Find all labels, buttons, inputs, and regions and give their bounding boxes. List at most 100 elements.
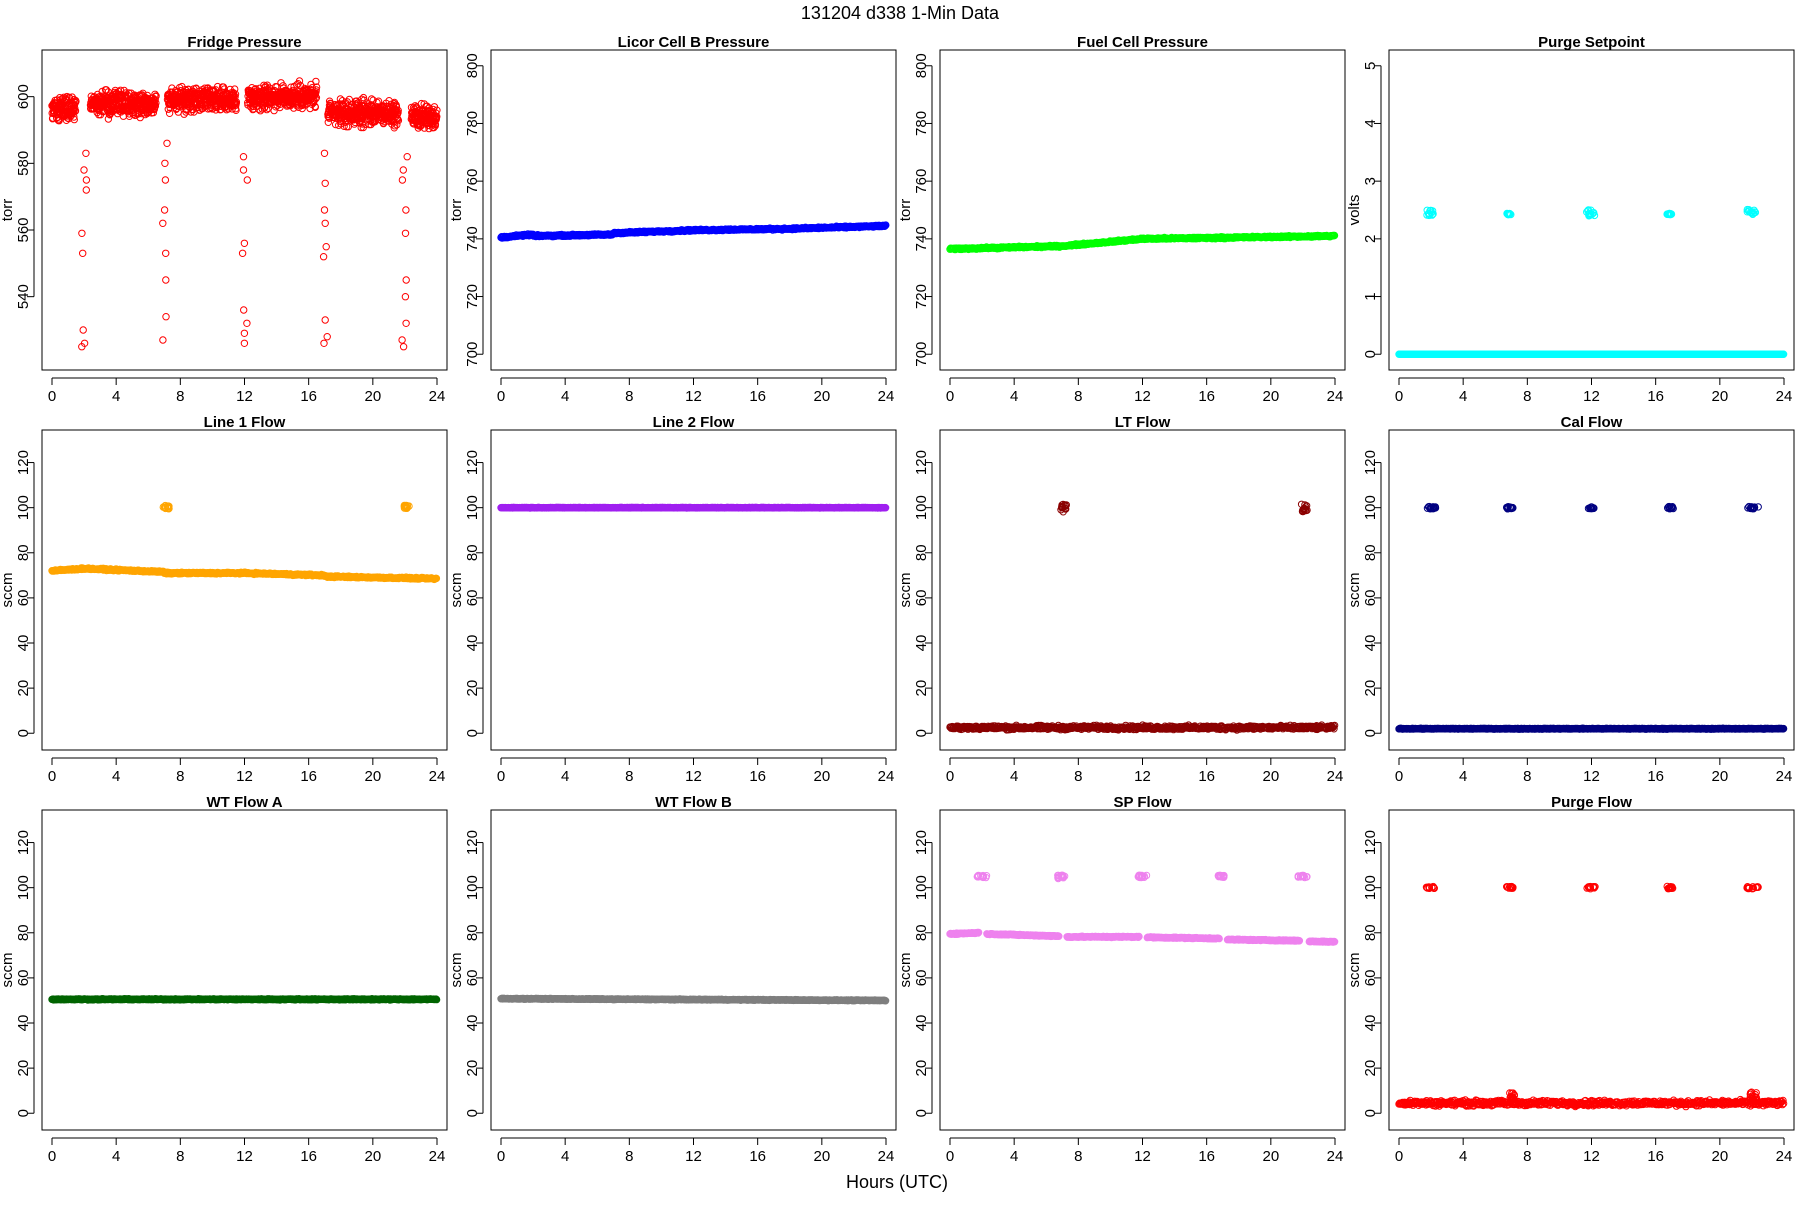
x-tick-label: 20 xyxy=(1711,388,1728,405)
y-tick-label: 100 xyxy=(464,495,481,520)
y-tick-label: 700 xyxy=(464,342,481,367)
plot-frame xyxy=(940,50,1345,370)
data-series xyxy=(49,78,440,350)
y-tick-label: 560 xyxy=(15,217,32,242)
data-point xyxy=(241,307,247,313)
chart-title: Line 2 Flow xyxy=(653,414,735,431)
y-tick-label: 0 xyxy=(464,729,481,737)
x-tick-label: 4 xyxy=(1010,388,1018,405)
x-tick-label: 8 xyxy=(625,768,633,785)
data-series xyxy=(1396,206,1787,357)
x-tick-label: 12 xyxy=(236,388,253,405)
x-tick-label: 16 xyxy=(300,768,317,785)
data-point xyxy=(324,334,330,340)
data-point xyxy=(400,167,406,173)
x-tick-label: 8 xyxy=(176,768,184,785)
data-point xyxy=(81,167,87,173)
y-axis-label: sccm xyxy=(448,573,465,608)
y-tick-label: 760 xyxy=(913,169,930,194)
data-point xyxy=(323,244,329,250)
x-tick-label: 8 xyxy=(1074,388,1082,405)
chart-title: Fuel Cell Pressure xyxy=(1077,34,1208,51)
data-point xyxy=(240,167,246,173)
y-tick-label: 80 xyxy=(464,544,481,561)
y-tick-label: 1 xyxy=(1362,292,1379,300)
y-axis-label: torr xyxy=(448,199,465,222)
data-point xyxy=(162,160,168,166)
x-tick-label: 20 xyxy=(813,388,830,405)
y-tick-label: 5 xyxy=(1362,62,1379,70)
data-point xyxy=(80,327,86,333)
data-point xyxy=(400,344,406,350)
x-tick-label: 4 xyxy=(1459,388,1467,405)
y-tick-label: 800 xyxy=(464,53,481,78)
data-point xyxy=(163,314,169,320)
y-tick-label: 740 xyxy=(464,226,481,251)
x-tick-label: 0 xyxy=(1395,388,1403,405)
x-tick-label: 24 xyxy=(429,388,446,405)
data-point xyxy=(240,154,246,160)
y-tick-label: 0 xyxy=(15,729,32,737)
x-tick-label: 12 xyxy=(685,768,702,785)
y-tick-label: 120 xyxy=(15,450,32,475)
data-point xyxy=(244,320,250,326)
y-tick-label: 760 xyxy=(464,169,481,194)
x-tick-label: 20 xyxy=(1262,388,1279,405)
y-tick-label: 700 xyxy=(913,342,930,367)
x-tick-label: 24 xyxy=(878,388,895,405)
data-series xyxy=(498,504,889,511)
y-tick-label: 600 xyxy=(15,84,32,109)
x-tick-label: 12 xyxy=(1134,388,1151,405)
data-point xyxy=(163,277,169,283)
data-point xyxy=(83,187,89,193)
y-axis-label: torr xyxy=(897,199,914,222)
x-tick-label: 24 xyxy=(429,768,446,785)
figure-title: 131204 d338 1-Min Data xyxy=(801,3,1000,23)
y-tick-label: 540 xyxy=(15,284,32,309)
data-point xyxy=(402,294,408,300)
data-point xyxy=(399,177,405,183)
x-tick-label: 16 xyxy=(1198,388,1215,405)
x-tick-label: 24 xyxy=(878,768,895,785)
x-tick-label: 4 xyxy=(112,388,120,405)
y-tick-label: 60 xyxy=(15,590,32,607)
y-tick-label: 740 xyxy=(913,226,930,251)
plot-frame xyxy=(491,430,896,750)
data-series xyxy=(498,222,889,241)
x-tick-label: 0 xyxy=(497,388,505,405)
data-point xyxy=(162,177,168,183)
y-axis-label: volts xyxy=(1346,195,1363,226)
figure-xlabel: Hours (UTC) xyxy=(846,1172,948,1192)
x-tick-label: 0 xyxy=(946,388,954,405)
x-tick-label: 12 xyxy=(1583,388,1600,405)
x-tick-label: 20 xyxy=(364,768,381,785)
x-tick-label: 4 xyxy=(561,768,569,785)
x-tick-label: 12 xyxy=(685,388,702,405)
data-series xyxy=(49,502,440,582)
data-point xyxy=(322,180,328,186)
plot-frame xyxy=(491,50,896,370)
chart-title: Line 1 Flow xyxy=(204,414,286,431)
x-tick-label: 16 xyxy=(1647,388,1664,405)
data-point xyxy=(244,177,250,183)
x-tick-label: 12 xyxy=(236,768,253,785)
chart-title: Licor Cell B Pressure xyxy=(618,34,770,51)
data-point xyxy=(322,220,328,226)
data-point xyxy=(403,320,409,326)
data-point xyxy=(403,277,409,283)
data-point xyxy=(83,150,89,156)
y-axis-label: torr xyxy=(0,199,16,222)
y-tick-label: 800 xyxy=(913,53,930,78)
data-point xyxy=(79,230,85,236)
x-tick-label: 16 xyxy=(300,388,317,405)
y-tick-label: 780 xyxy=(464,111,481,136)
x-tick-label: 20 xyxy=(364,388,381,405)
data-point xyxy=(402,230,408,236)
y-axis-label: sccm xyxy=(0,573,16,608)
data-point xyxy=(239,250,245,256)
